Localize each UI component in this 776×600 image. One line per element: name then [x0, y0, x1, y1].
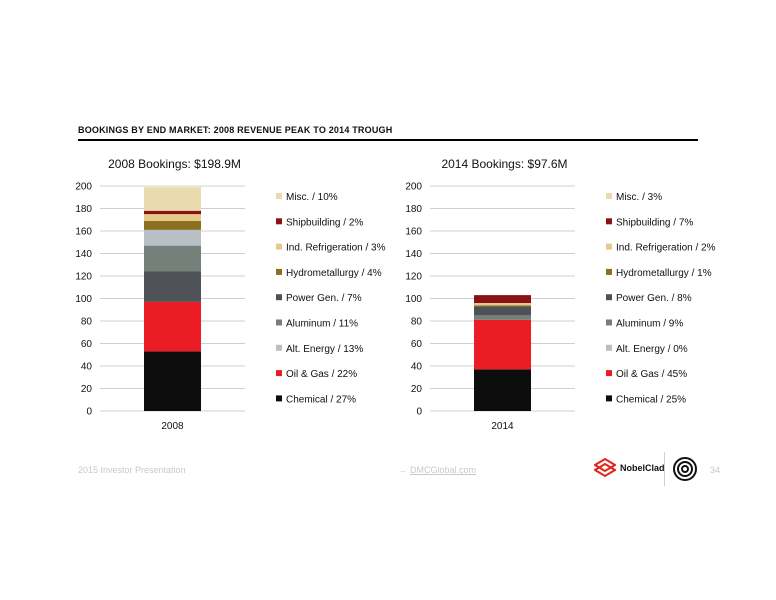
nobelclad-logo-text: NobelClad: [620, 463, 665, 473]
legend-label-hydrometallurgy: Hydrometallurgy / 4%: [286, 268, 382, 279]
y-tick-label: 20: [81, 384, 93, 395]
footer-presentation-label: 2015 Investor Presentation: [78, 465, 186, 475]
bar-segment-ind-refrigeration: [144, 214, 201, 221]
bar-segment-chemical: [144, 351, 201, 411]
y-tick-label: 120: [405, 272, 422, 283]
y-tick-label: 120: [75, 272, 92, 283]
bar-segment-aluminum: [474, 315, 531, 320]
bar-segment-misc: [144, 187, 201, 211]
bar-segment-power-gen: [474, 306, 531, 316]
legend-label-chemical: Chemical / 27%: [286, 394, 356, 405]
bar-segment-oil-gas: [144, 301, 201, 352]
legend-label-power-gen: Power Gen. / 8%: [616, 293, 692, 304]
legend-label-misc: Misc. / 3%: [616, 192, 662, 203]
nobelclad-logo-icon: [594, 458, 616, 478]
y-tick-label: 180: [405, 204, 422, 215]
legend-swatch-hydrometallurgy: [276, 268, 282, 275]
logo-divider: [664, 452, 665, 486]
y-tick-label: 160: [405, 227, 422, 238]
bar-segment-alt-energy: [144, 229, 201, 246]
bar-segment-shipbuilding: [474, 295, 531, 303]
legend-label-chemical: Chemical / 25%: [616, 394, 686, 405]
legend-swatch-chemical: [276, 395, 282, 402]
y-tick-label: 80: [411, 317, 423, 328]
legend-swatch-shipbuilding: [276, 218, 282, 225]
y-tick-label: 140: [75, 249, 92, 260]
legend-swatch-ind-refrigeration: [606, 243, 612, 250]
legend-swatch-power-gen: [276, 294, 282, 301]
bar-segment-hydrometallurgy: [474, 305, 531, 307]
bar-segment-ind-refrigeration: [474, 303, 531, 306]
chart-2014: 2014 Bookings: $97.6M 0 20 40 60 80 100 120 140 1…: [405, 157, 716, 432]
nobelclad-logo: NobelClad: [594, 458, 665, 478]
title-rule: [78, 139, 698, 141]
legend-label-alt-energy: Alt. Energy / 0%: [616, 344, 688, 355]
y-tick-label: 180: [75, 204, 92, 215]
legend-swatch-hydrometallurgy: [606, 268, 612, 275]
legend-label-oil-gas: Oil & Gas / 45%: [616, 369, 687, 380]
legend-label-ind-refrigeration: Ind. Refrigeration / 2%: [616, 243, 716, 254]
x-tick-label: 2008: [161, 421, 184, 432]
legend-label-alt-energy: Alt. Energy / 13%: [286, 344, 363, 355]
legend-label-shipbuilding: Shipbuilding / 7%: [616, 217, 693, 228]
y-tick-label: 40: [81, 362, 93, 373]
legend-swatch-power-gen: [606, 294, 612, 301]
bar-segment-chemical: [474, 369, 531, 411]
bar-segment-oil-gas: [474, 319, 531, 370]
page-number: 34: [710, 465, 721, 475]
y-tick-label: 100: [405, 294, 422, 305]
bar-segment-aluminum: [144, 245, 201, 272]
footer-website-link[interactable]: → DMCGlobal.com: [398, 465, 476, 475]
y-tick-label: 60: [81, 339, 93, 350]
legend-swatch-oil-gas: [276, 370, 282, 377]
legend-label-aluminum: Aluminum / 11%: [286, 319, 358, 330]
legend-swatch-oil-gas: [606, 370, 612, 377]
legend-swatch-misc: [276, 193, 282, 199]
bar-segment-power-gen: [144, 271, 201, 302]
legend-swatch-ind-refrigeration: [276, 243, 282, 250]
legend-label-aluminum: Aluminum / 9%: [616, 319, 683, 330]
legend-swatch-aluminum: [606, 319, 612, 326]
y-tick-label: 80: [81, 317, 93, 328]
legend-swatch-misc: [606, 193, 612, 199]
y-tick-label: 200: [75, 182, 92, 193]
legend-swatch-aluminum: [276, 319, 282, 326]
legend-swatch-chemical: [606, 395, 612, 402]
legend-label-ind-refrigeration: Ind. Refrigeration / 3%: [286, 243, 386, 254]
chart-title: 2014 Bookings: $97.6M: [441, 157, 567, 171]
legend-label-misc: Misc. / 10%: [286, 192, 338, 203]
legend-swatch-alt-energy: [606, 344, 612, 351]
bar-segment-shipbuilding: [144, 210, 201, 215]
y-tick-label: 200: [405, 182, 422, 193]
legend-label-shipbuilding: Shipbuilding / 2%: [286, 217, 363, 228]
y-tick-label: 100: [75, 294, 92, 305]
y-tick-label: 40: [411, 362, 423, 373]
section-title: BOOKINGS BY END MARKET: 2008 REVENUE PEA…: [78, 125, 393, 135]
y-tick-label: 160: [75, 227, 92, 238]
y-tick-label: 0: [416, 407, 422, 418]
legend-swatch-alt-energy: [276, 344, 282, 351]
arrow-right-icon: →: [398, 465, 407, 475]
bar-segment-hydrometallurgy: [144, 220, 201, 230]
legend-swatch-shipbuilding: [606, 218, 612, 225]
y-tick-label: 60: [411, 339, 423, 350]
y-tick-label: 140: [405, 249, 422, 260]
chart-title: 2008 Bookings: $198.9M: [108, 157, 241, 171]
legend-label-hydrometallurgy: Hydrometallurgy / 1%: [616, 268, 712, 279]
dmc-logo-icon: [673, 457, 697, 481]
y-tick-label: 0: [86, 407, 92, 418]
legend-label-power-gen: Power Gen. / 7%: [286, 293, 362, 304]
x-tick-label: 2014: [491, 421, 514, 432]
y-tick-label: 20: [411, 384, 423, 395]
footer-url[interactable]: DMCGlobal.com: [410, 465, 477, 475]
chart-2008: 2008 Bookings: $198.9M 0 20 40 60 80 100 120 140…: [75, 157, 386, 432]
legend-label-oil-gas: Oil & Gas / 22%: [286, 369, 357, 380]
dmc-logo: [672, 456, 698, 487]
